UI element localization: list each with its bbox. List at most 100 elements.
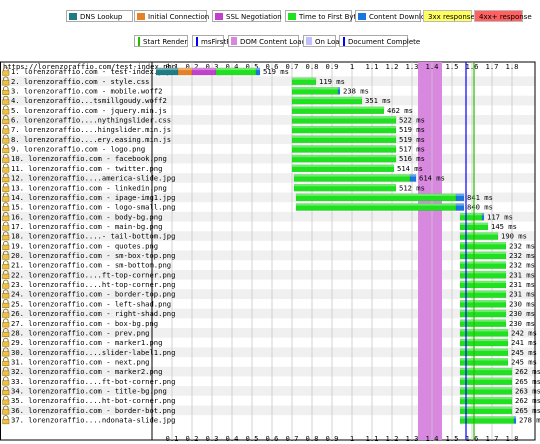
request-label: 16. lorenzoraffio.com - body-bg.png [11,212,162,221]
request-label: 6. lorenzoraffio....nythingslider.css [11,116,171,125]
x-tick-label-top: 1.7 [486,62,499,71]
row-background [1,366,535,377]
legend-item-initial-connection: Initial Connection [134,10,209,22]
request-label: 35. lorenzoraffio....ht-bot-corner.png [11,396,175,405]
request-label: 22. lorenzoraffio....ft-top-corner.png [11,270,175,279]
request-label: 5. lorenzoraffio.com - jquery.min.js [11,106,167,115]
bar-highlight [216,67,256,71]
x-tick-label-top: 0.5 [246,62,259,71]
request-duration: 238 ms [343,86,369,95]
legend-item-dom-content-loaded: DOM Content Loaded [228,35,315,47]
lock-icon [3,134,9,139]
x-tick-label-bottom: 1.3 [406,434,419,443]
row-background [1,76,535,87]
request-label: 4. lorenzoraffio...tsmillgoudy.woff2 [11,96,167,105]
bar-highlight [292,164,394,167]
legend-swatch [137,13,145,20]
request-label: 28. lorenzoraffio.com - prev.png [11,328,149,337]
bar-ttfb [291,116,397,124]
lock-icon [3,250,9,255]
bar-highlight [460,377,512,380]
legend-label: 4xx+ response [479,13,532,21]
request-label: 23. lorenzoraffio....ht-top-corner.png [11,280,175,289]
bar-highlight [460,416,514,419]
bar-highlight [296,203,456,206]
lock-icon [3,86,9,91]
legend-item-ssl-negotiation: SSL Negotiation [212,10,282,22]
request-label: 18. lorenzoraffio....- tail-bottom.jpg [11,232,175,241]
legend-label: msFirstPaint [201,38,244,46]
lock-icon-body [2,186,10,192]
row-background [1,153,535,164]
lock-icon-body [2,312,10,318]
legend-row-2: Start Render msFirstPaint DOM Content Load… [0,35,540,49]
lock-icon-body [2,109,10,115]
lock-icon-body [2,331,10,338]
x-tick-label-top: 0.1 [166,62,179,71]
row-background [1,328,535,338]
bar-download [513,416,517,424]
bar-ttfb [459,358,509,366]
bar-highlight [178,67,192,71]
lock-icon-body [2,322,10,328]
request-duration: 262 ms [515,367,540,376]
lock-icon [3,76,9,81]
bar-highlight [460,329,508,332]
bar-highlight [460,232,498,235]
bar-download [337,87,341,95]
x-tick-label-top: 0.4 [226,62,239,71]
bar-highlight [156,67,178,71]
x-tick-label-top: 1.2 [386,62,399,71]
request-duration: 232 ms [509,251,535,260]
lock-icon [3,289,9,294]
request-label: 36. lorenzoraffio.com - border-bot.png [11,406,175,415]
lock-icon [3,308,9,313]
request-duration: 231 ms [509,280,535,289]
lock-icon-body [2,235,10,241]
legend-item-dns-lookup: DNS Lookup [66,10,133,22]
request-duration: 519 ms [399,135,425,144]
bar-ttfb [459,300,507,308]
legend-label: DNS Lookup [80,13,123,21]
bar-highlight [460,358,508,361]
legend-swatch [231,37,237,45]
x-tick-label-bottom: 1.5 [446,434,459,443]
bar-ttfb [459,396,513,405]
bar-ttfb [459,290,507,298]
request-duration: 265 ms [515,377,540,386]
lock-icon-body [2,360,10,367]
request-label: 2. lorenzoraffio.com - style.css [11,77,149,86]
request-label: 27. lorenzoraffio.com - box-bg.png [11,319,158,328]
legend-swatch [196,37,198,46]
legend-label: Content Download [369,13,434,21]
lock-icon [3,347,9,352]
request-label: 14. lorenzoraffio.com - ipage-img1.jpg [11,193,175,202]
dom-content-loaded-band [418,62,442,440]
lock-icon [3,182,9,188]
request-label: 8. lorenzoraffio....ery.easing.min.js [11,135,171,144]
request-duration: 230 ms [509,299,535,308]
lock-icon [3,124,9,130]
bar-ttfb [459,232,499,240]
lock-icon [3,386,9,391]
bar-ttfb [291,106,385,115]
x-tick-label-bottom: 1.4 [426,434,439,443]
bar-highlight [292,87,338,90]
x-tick-label-top: 1.8 [506,62,519,71]
bar-ttfb [291,77,317,85]
lock-icon [3,328,9,333]
legend-item-time-to-first-byte: Time to First Byte [285,10,361,22]
bar-ttfb [459,377,513,386]
lock-icon [3,337,9,343]
lock-icon [3,192,9,197]
x-tick-label-top: 1.6 [466,62,479,71]
bar-ttfb [291,145,397,153]
legend-label: Time to First Byte [299,13,361,21]
request-label: 21. lorenzoraffio.com - sm-bottom.png [11,261,171,270]
lock-icon-body [2,70,10,76]
request-duration: 840 ms [467,203,493,212]
x-tick-label-bottom: 0.9 [326,434,339,443]
bar-highlight [294,184,396,187]
bar-ttfb [459,241,507,250]
lock-icon-body [2,409,10,415]
